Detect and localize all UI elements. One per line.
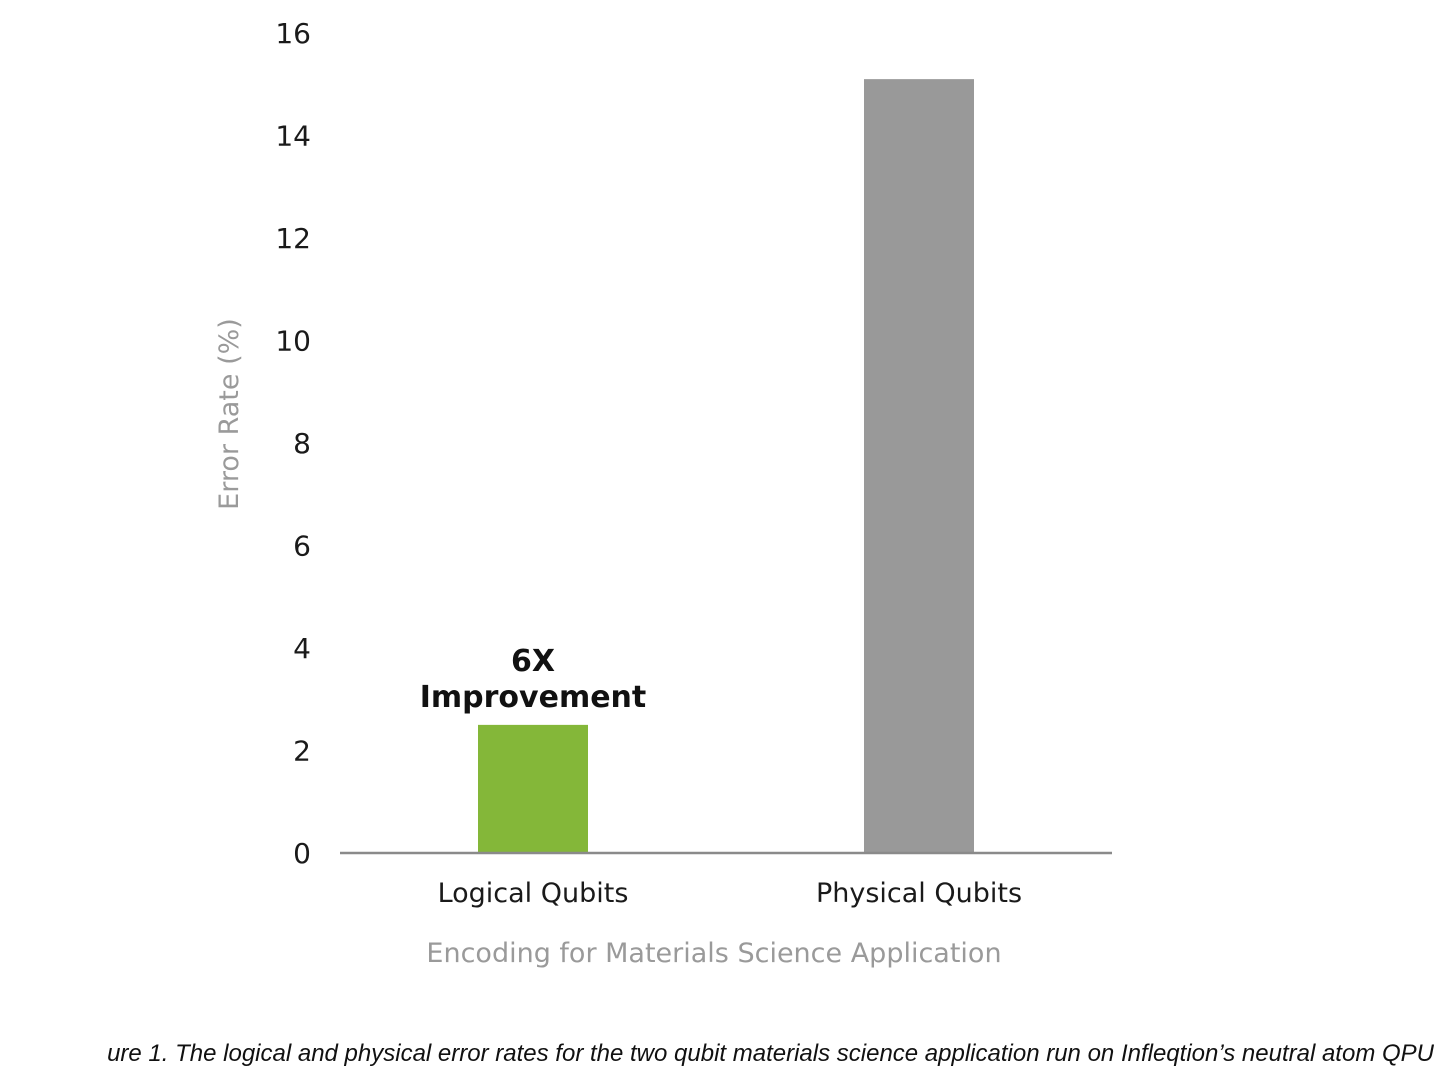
category-label: Physical Qubits <box>816 878 1022 909</box>
y-tick-label: 0 <box>293 837 311 870</box>
bar <box>478 724 588 853</box>
bars <box>478 79 974 853</box>
y-tick-label: 10 <box>275 325 311 358</box>
y-tick-label: 2 <box>293 735 311 768</box>
annotation-label: 6X <box>511 644 555 679</box>
y-tick-label: 12 <box>275 222 311 255</box>
y-tick-label: 4 <box>293 632 311 665</box>
y-tick-label: 6 <box>293 530 311 563</box>
y-axis-ticks: 0 2 4 6 8 10 12 14 16 <box>275 17 311 870</box>
y-tick-label: 16 <box>275 17 311 50</box>
figure-caption: ure 1. The logical and physical error ra… <box>107 1040 1435 1067</box>
y-axis-title: Error Rate (%) <box>214 318 245 510</box>
category-label: Logical Qubits <box>438 878 629 909</box>
bar <box>864 79 974 853</box>
annotation-label: Improvement <box>420 680 647 715</box>
y-tick-label: 8 <box>293 427 311 460</box>
category-labels: Logical Qubits Physical Qubits <box>438 878 1022 909</box>
x-axis-title: Encoding for Materials Science Applicati… <box>426 938 1001 969</box>
y-tick-label: 14 <box>275 120 311 153</box>
